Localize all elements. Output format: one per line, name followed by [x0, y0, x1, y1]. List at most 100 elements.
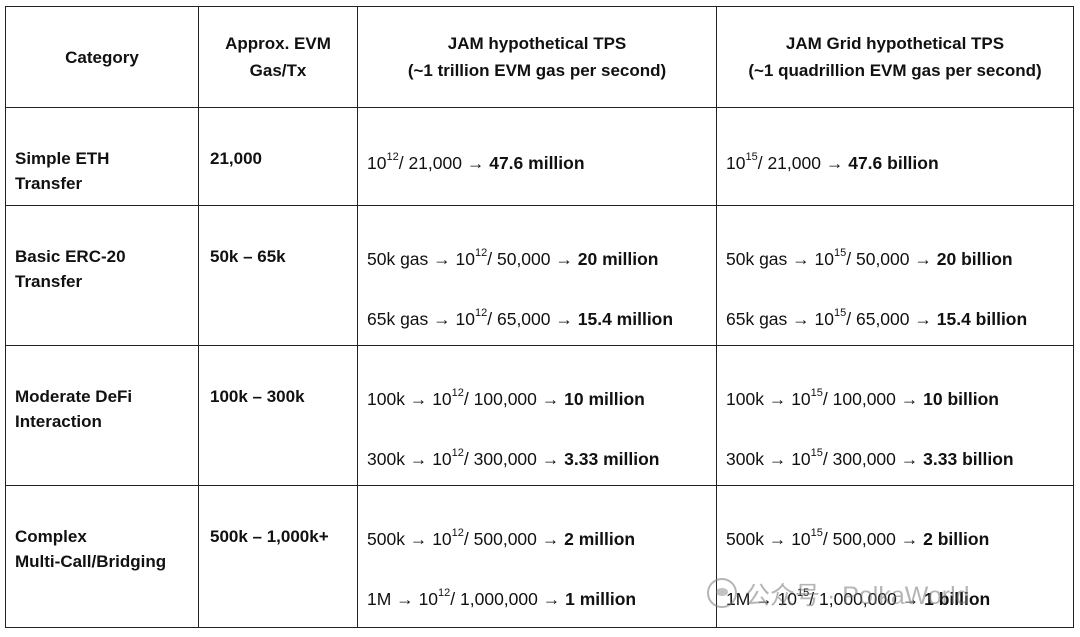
power-exponent: 15 [797, 587, 810, 600]
power-term: 1015 [791, 387, 823, 409]
power-exponent: 15 [745, 151, 758, 164]
power-exponent: 12 [475, 307, 488, 320]
calc-line: 100k → 1012/ 100,000 → 10 million [367, 387, 645, 410]
power-base: 10 [791, 389, 811, 409]
power-term: 1015 [814, 247, 847, 269]
calc-result: 15.4 million [577, 309, 674, 329]
header-jam-tps: JAM hypothetical TPS (~1 trillion EVM ga… [357, 6, 717, 108]
calc-prefix: 100k → [367, 389, 428, 409]
calc-prefix: 100k → [726, 389, 787, 409]
power-term: 1012 [455, 307, 488, 329]
table-row: Basic ERC-20 Transfer 50k – 65k 50k gas → 1… [5, 205, 1074, 346]
power-term: 1012 [432, 387, 464, 409]
power-exponent: 15 [810, 387, 823, 400]
calc-line: 300k → 1012/ 300,000 → 3.33 million [367, 447, 660, 470]
calc-result: 47.6 million [489, 153, 585, 173]
gas-value: 21,000 [210, 149, 262, 168]
calc-prefix: 50k gas → [367, 249, 451, 269]
power-exponent: 12 [475, 247, 488, 260]
calc-line: 100k → 1015/ 100,000 → 10 billion [726, 387, 999, 410]
calc-divisor: / 1,000,000 → [450, 589, 561, 609]
category-label: Transfer [15, 174, 83, 193]
calc-result: 10 billion [923, 389, 999, 409]
power-exponent: 15 [834, 247, 847, 260]
calc-prefix: 65k gas → [367, 309, 451, 329]
calc-line: 1015/ 21,000 → 47.6 billion [726, 151, 939, 174]
calc-result: 3.33 billion [923, 449, 1014, 469]
tps-comparison-table: Category Approx. EVM Gas/Tx JAM hypothet… [5, 6, 1074, 628]
category-label: Basic ERC-20 [15, 247, 126, 266]
jam-grid-tps-cell: 100k → 1015/ 100,000 → 10 billion 300k → … [716, 345, 1074, 486]
power-exponent: 15 [810, 527, 823, 540]
header-category: Category [5, 6, 199, 108]
category-label: Moderate DeFi [15, 387, 133, 406]
power-term: 1012 [432, 447, 464, 469]
calc-result: 20 million [577, 249, 659, 269]
power-exponent: 12 [386, 151, 399, 164]
calc-prefix: 50k gas → [726, 249, 810, 269]
gas-value: 100k – 300k [210, 387, 305, 406]
calc-result: 2 billion [923, 529, 990, 549]
calc-divisor: / 1,000,000 → [809, 589, 920, 609]
category-label: Transfer [15, 272, 83, 291]
calc-line: 500k → 1015/ 500,000 → 2 billion [726, 527, 990, 550]
calc-prefix: 300k → [726, 449, 787, 469]
category-cell: Complex Multi-Call/Bridging [5, 485, 199, 628]
calc-divisor: / 65,000 → [846, 309, 932, 329]
calc-line: 1M → 1015/ 1,000,000 → 1 billion [726, 587, 990, 610]
calc-divisor: / 500,000 → [822, 529, 919, 549]
jam-tps-cell: 100k → 1012/ 100,000 → 10 million 300k → … [357, 345, 717, 486]
power-base: 10 [432, 529, 452, 549]
table-row: Simple ETH Transfer 21,000 1012/ 21,000 → 4… [5, 107, 1074, 206]
calc-divisor: / 100,000 → [463, 389, 560, 409]
power-exponent: 12 [451, 387, 464, 400]
calc-result: 20 billion [936, 249, 1013, 269]
calc-divisor: / 300,000 → [463, 449, 560, 469]
gas-value: 50k – 65k [210, 247, 286, 266]
calc-line: 300k → 1015/ 300,000 → 3.33 billion [726, 447, 1014, 470]
power-term: 1012 [432, 527, 464, 549]
category-cell: Basic ERC-20 Transfer [5, 205, 199, 346]
gas-cell: 100k – 300k [198, 345, 358, 486]
power-base: 10 [418, 589, 439, 609]
calc-line: 1012/ 21,000 → 47.6 million [367, 151, 585, 174]
header-jam-grid-tps: JAM Grid hypothetical TPS (~1 quadrillio… [716, 6, 1074, 108]
jam-tps-cell: 500k → 1012/ 500,000 → 2 million 1M → 101… [357, 485, 717, 628]
category-label: Simple ETH [15, 149, 110, 168]
jam-grid-tps-cell: 50k gas → 1015/ 50,000 → 20 billion 65k g… [716, 205, 1074, 346]
jam-grid-tps-cell: 1015/ 21,000 → 47.6 billion [716, 107, 1074, 206]
calc-line: 50k gas → 1015/ 50,000 → 20 billion [726, 247, 1013, 270]
category-label: Complex [15, 527, 87, 546]
power-base: 10 [726, 153, 746, 173]
calc-result: 10 million [564, 389, 645, 409]
gas-cell: 500k – 1,000k+ [198, 485, 358, 628]
power-base: 10 [455, 249, 475, 269]
power-exponent: 12 [451, 447, 464, 460]
category-cell: Simple ETH Transfer [5, 107, 199, 206]
category-label: Interaction [15, 412, 102, 431]
calc-result: 15.4 billion [936, 309, 1028, 329]
calc-divisor: / 21,000 → [398, 153, 485, 173]
calc-line: 65k gas → 1012/ 65,000 → 15.4 million [367, 307, 674, 330]
power-term: 1012 [367, 151, 399, 173]
power-term: 1012 [418, 587, 451, 609]
calc-divisor: / 100,000 → [822, 389, 919, 409]
header-gas: Approx. EVM Gas/Tx [198, 6, 358, 108]
power-exponent: 15 [810, 447, 823, 460]
power-base: 10 [455, 309, 475, 329]
power-term: 1015 [791, 527, 823, 549]
calc-prefix: 300k → [367, 449, 428, 469]
power-base: 10 [432, 449, 452, 469]
calc-line: 65k gas → 1015/ 65,000 → 15.4 billion [726, 307, 1028, 330]
power-term: 1015 [726, 151, 758, 173]
power-base: 10 [791, 449, 811, 469]
table-row: Complex Multi-Call/Bridging 500k – 1,000k+… [5, 485, 1074, 628]
calc-result: 3.33 million [564, 449, 660, 469]
calc-line: 1M → 1012/ 1,000,000 → 1 million [367, 587, 636, 610]
power-term: 1015 [778, 587, 810, 609]
calc-prefix: 500k → [367, 529, 428, 549]
jam-tps-cell: 1012/ 21,000 → 47.6 million [357, 107, 717, 206]
power-base: 10 [814, 249, 834, 269]
calc-line: 500k → 1012/ 500,000 → 2 million [367, 527, 635, 550]
calc-divisor: / 300,000 → [822, 449, 919, 469]
